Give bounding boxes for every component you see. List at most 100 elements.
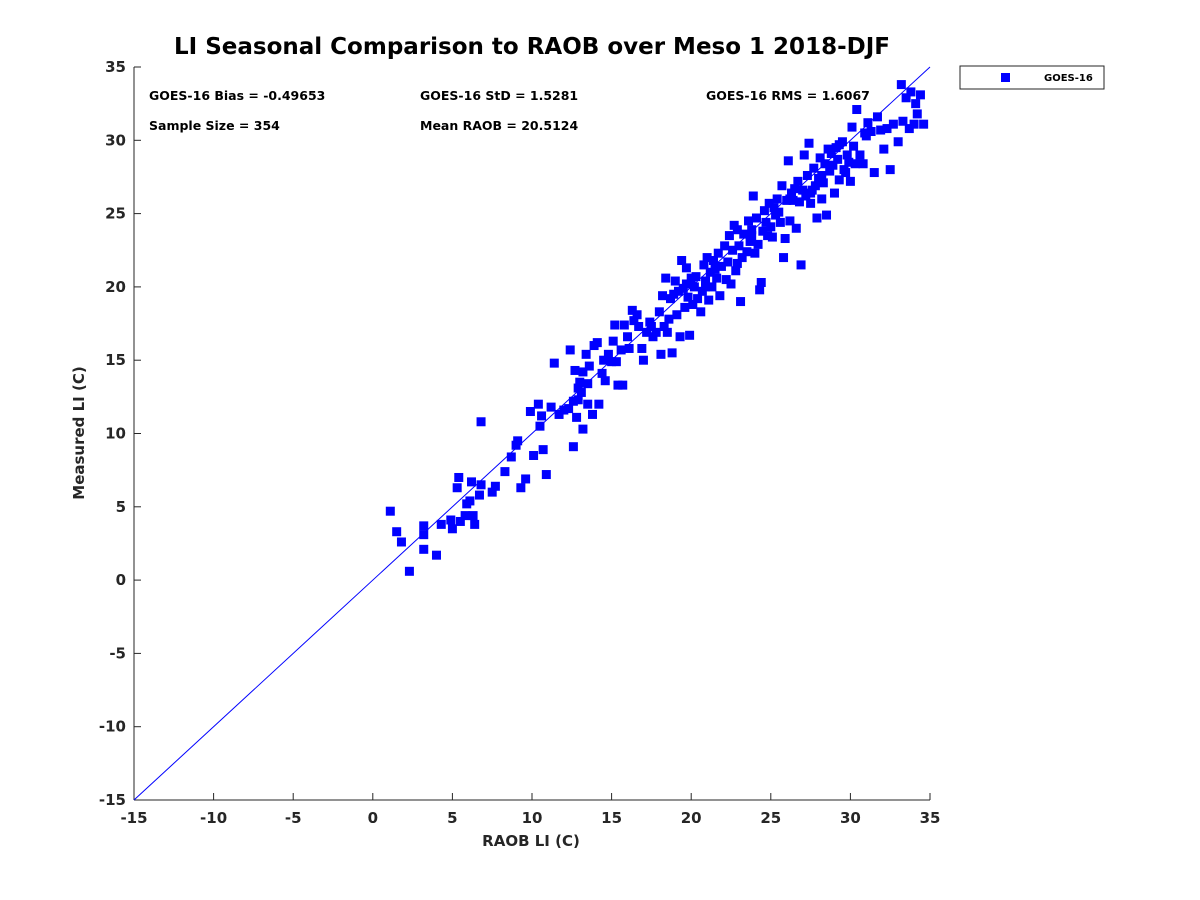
x-tick-label: -5 — [285, 809, 302, 827]
data-point — [490, 481, 500, 491]
data-point — [790, 184, 800, 194]
data-point — [623, 332, 633, 342]
plot-area: -15 -10 -5 0 5 10 15 20 25 30 35 -15 -10 -5 0 5 10 15 20 2… — [99, 58, 941, 827]
data-point — [632, 310, 642, 320]
data-point — [723, 257, 733, 267]
data-point — [460, 511, 470, 521]
data-point — [901, 93, 911, 103]
data-point — [568, 396, 578, 406]
y-ticks: -15 -10 -5 0 5 10 15 20 25 30 35 — [99, 58, 141, 809]
data-point — [677, 256, 687, 266]
data-point — [879, 144, 889, 154]
data-point — [893, 137, 903, 147]
data-point — [642, 327, 652, 337]
data-point — [872, 112, 882, 122]
data-point — [775, 217, 785, 227]
data-point — [767, 232, 777, 242]
data-point — [828, 160, 838, 170]
data-point — [876, 125, 886, 135]
data-point — [559, 405, 569, 415]
data-point — [810, 181, 820, 191]
legend[interactable]: GOES-16 — [959, 65, 1105, 90]
data-point — [613, 380, 623, 390]
y-tick-label: 10 — [105, 425, 126, 443]
data-point — [732, 225, 742, 235]
data-point — [724, 231, 734, 241]
stat-std: GOES-16 StD = 1.5281 — [420, 88, 578, 103]
data-point — [701, 282, 711, 292]
data-point — [680, 302, 690, 312]
data-point — [817, 194, 827, 204]
data-point — [747, 231, 757, 241]
data-point — [583, 379, 593, 389]
data-point — [658, 291, 668, 301]
data-point — [610, 320, 620, 330]
x-tick-label: 15 — [601, 809, 622, 827]
data-point — [796, 260, 806, 270]
data-point — [783, 156, 793, 166]
data-point — [750, 248, 760, 258]
data-point — [794, 197, 804, 207]
data-point — [683, 292, 693, 302]
y-tick-label: 5 — [116, 498, 126, 516]
data-point — [806, 188, 816, 198]
data-point — [919, 119, 929, 129]
data-point — [452, 483, 462, 493]
data-point — [611, 357, 621, 367]
data-point — [766, 222, 776, 232]
data-point — [726, 279, 736, 289]
data-point — [737, 253, 747, 263]
data-point — [667, 348, 677, 358]
data-point — [470, 519, 480, 529]
data-point — [702, 253, 712, 263]
data-point — [467, 477, 477, 487]
data-point — [537, 411, 547, 421]
y-tick-label: 15 — [105, 351, 126, 369]
data-point — [584, 361, 594, 371]
data-point — [447, 524, 457, 534]
data-point — [659, 321, 669, 331]
data-point — [627, 305, 637, 315]
data-point — [793, 176, 803, 186]
data-point — [533, 399, 543, 409]
data-point — [911, 99, 921, 109]
data-point — [506, 452, 516, 462]
y-tick-label: 25 — [105, 205, 126, 223]
data-point — [834, 140, 844, 150]
data-point — [600, 376, 610, 386]
data-point — [669, 289, 679, 299]
data-point — [780, 234, 790, 244]
data-point — [736, 297, 746, 307]
data-point — [691, 272, 701, 282]
data-point — [804, 138, 814, 148]
data-point — [833, 154, 843, 164]
data-point — [619, 320, 629, 330]
data-point — [681, 279, 691, 289]
y-tick-label: 0 — [116, 571, 126, 589]
x-tick-label: 0 — [368, 809, 378, 827]
data-point — [825, 166, 835, 176]
x-tick-label: 10 — [522, 809, 543, 827]
data-point — [748, 191, 758, 201]
data-point — [465, 496, 475, 506]
data-point — [753, 239, 763, 249]
stat-mean-raob: Mean RAOB = 20.5124 — [420, 118, 578, 133]
data-point — [455, 516, 465, 526]
data-point — [815, 153, 825, 163]
data-point — [696, 307, 706, 317]
data-point — [713, 248, 723, 258]
y-axis-label: Measured LI (C) — [70, 366, 88, 499]
data-point — [597, 368, 607, 378]
stat-rms: GOES-16 RMS = 1.6067 — [706, 88, 870, 103]
data-point — [651, 327, 661, 337]
data-point — [646, 321, 656, 331]
x-tick-label: 35 — [920, 809, 941, 827]
x-tick-label: 5 — [447, 809, 457, 827]
data-point — [541, 470, 551, 480]
data-point — [599, 355, 609, 365]
data-point — [688, 299, 698, 309]
data-point — [769, 203, 779, 213]
data-point — [734, 241, 744, 251]
data-point — [554, 409, 564, 419]
data-point — [583, 399, 593, 409]
